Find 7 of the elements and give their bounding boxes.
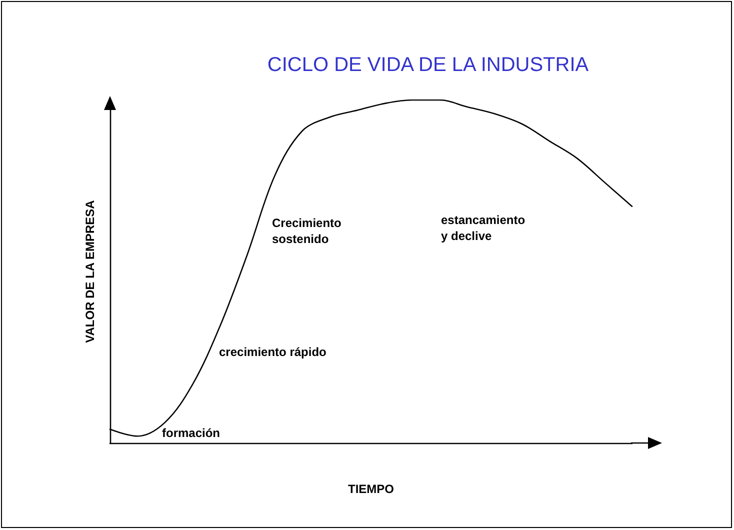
chart-title: CICLO DE VIDA DE LA INDUSTRIA <box>267 54 590 76</box>
annotation: formación <box>162 426 220 440</box>
x-axis-title: TIEMPO <box>348 482 394 496</box>
annotation: estancamiento y declive <box>441 213 526 243</box>
annotation: Crecimiento sostenido <box>272 216 342 246</box>
annotation: crecimiento rápido <box>219 345 326 359</box>
y-axis-title: VALOR DE LA EMPRESA <box>83 200 97 343</box>
